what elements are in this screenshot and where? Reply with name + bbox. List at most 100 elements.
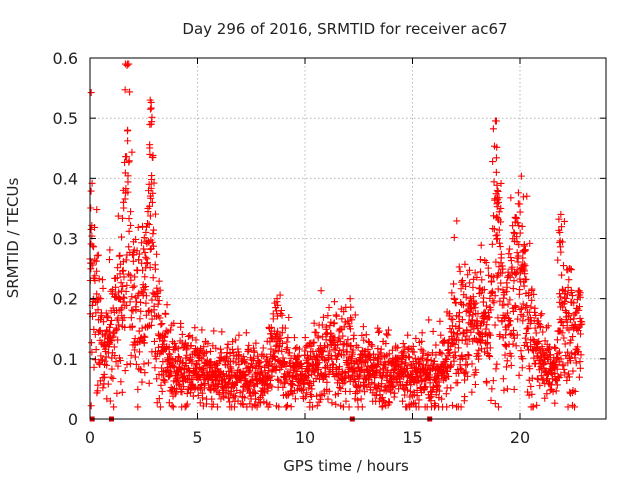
data-point	[150, 302, 158, 310]
data-point	[302, 393, 310, 401]
data-point	[130, 282, 138, 290]
data-point	[515, 371, 523, 379]
data-point	[154, 343, 162, 351]
data-point	[472, 368, 480, 376]
data-point	[544, 354, 552, 362]
data-point	[434, 382, 442, 390]
data-point	[158, 320, 166, 328]
data-point	[114, 336, 122, 344]
data-point	[377, 345, 385, 353]
data-point	[135, 327, 143, 335]
data-point	[157, 321, 165, 329]
data-point	[374, 328, 382, 336]
data-point	[521, 262, 529, 270]
data-point	[117, 378, 125, 386]
data-point	[149, 274, 157, 282]
data-point	[482, 325, 490, 333]
data-point	[135, 250, 143, 258]
data-point	[544, 322, 552, 330]
data-point	[458, 351, 466, 359]
data-point-peak	[557, 248, 565, 256]
data-point	[204, 340, 212, 348]
data-point	[521, 270, 529, 278]
data-point	[361, 388, 369, 396]
data-point	[192, 336, 200, 344]
data-point	[131, 346, 139, 354]
data-point	[115, 252, 123, 260]
data-point	[400, 349, 408, 357]
data-point-peak	[513, 249, 521, 257]
y-tick-label: 0.5	[53, 109, 78, 128]
data-point	[162, 310, 170, 318]
data-point	[280, 358, 288, 366]
data-point	[144, 259, 152, 267]
data-point	[261, 385, 269, 393]
data-point	[490, 225, 498, 233]
data-point	[448, 401, 456, 409]
data-point	[322, 323, 330, 331]
data-point	[281, 324, 289, 332]
data-point	[507, 194, 515, 202]
data-point	[126, 298, 134, 306]
data-point	[480, 286, 488, 294]
data-point-peak	[121, 195, 129, 203]
data-point	[553, 354, 561, 362]
data-point	[285, 313, 293, 321]
data-point	[457, 365, 465, 373]
data-point	[104, 314, 112, 322]
data-point	[509, 285, 517, 293]
data-point-peak	[510, 228, 518, 236]
data-point	[118, 388, 126, 396]
data-point	[505, 317, 513, 325]
data-point	[389, 381, 397, 389]
data-point	[473, 273, 481, 281]
data-point	[553, 381, 561, 389]
data-point	[279, 354, 287, 362]
data-point	[250, 354, 258, 362]
data-point	[120, 273, 128, 281]
data-point	[197, 344, 205, 352]
data-point	[141, 369, 149, 377]
data-point-peak	[87, 240, 95, 248]
data-point	[453, 217, 461, 225]
data-point	[314, 334, 322, 342]
data-point	[120, 293, 128, 301]
data-point	[144, 322, 152, 330]
data-point	[450, 280, 458, 288]
data-point	[163, 301, 171, 309]
data-point	[388, 346, 396, 354]
data-point	[212, 372, 220, 380]
data-point	[475, 355, 483, 363]
data-point	[240, 353, 248, 361]
data-point	[141, 273, 149, 281]
data-point	[466, 266, 474, 274]
data-point	[153, 399, 161, 407]
data-point	[528, 296, 536, 304]
data-point	[346, 388, 354, 395]
data-point-peak	[347, 303, 355, 311]
data-point	[507, 361, 515, 369]
data-point-peak	[119, 186, 127, 194]
data-point	[161, 332, 169, 340]
y-tick-label: 0.4	[53, 169, 78, 188]
data-point	[373, 391, 381, 399]
data-point	[411, 399, 419, 407]
data-point	[146, 202, 154, 210]
data-point	[425, 316, 433, 324]
data-point	[358, 403, 366, 411]
data-point	[462, 361, 470, 369]
data-point	[336, 383, 344, 391]
data-point	[111, 290, 119, 298]
data-point	[394, 344, 402, 352]
data-point	[278, 339, 286, 347]
data-point	[225, 378, 233, 386]
data-point	[546, 351, 554, 359]
data-point	[97, 295, 105, 303]
data-point	[339, 332, 347, 340]
data-point-peak	[150, 179, 158, 187]
data-point	[100, 373, 108, 381]
data-point	[553, 365, 561, 373]
data-point-peak	[521, 246, 529, 254]
data-point	[493, 143, 501, 151]
